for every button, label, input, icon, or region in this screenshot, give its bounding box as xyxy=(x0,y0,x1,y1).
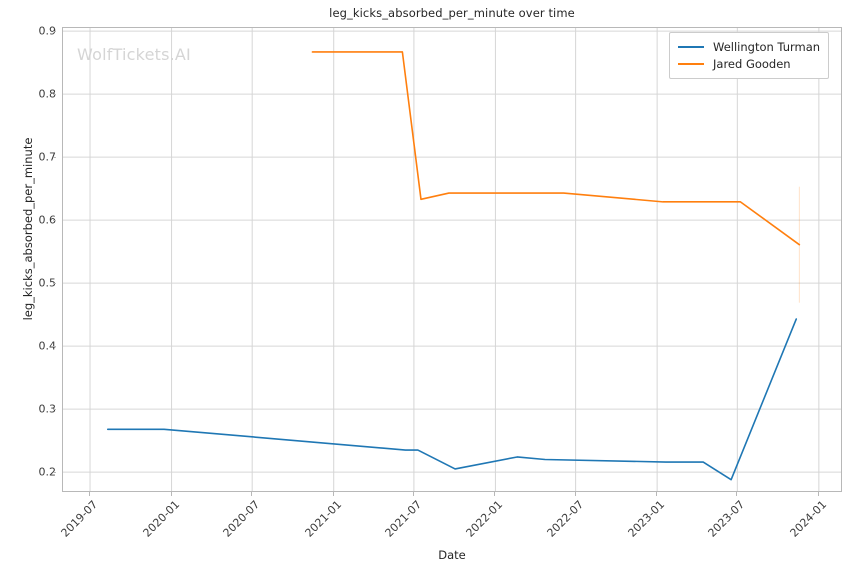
y-tick-mark-2 xyxy=(52,346,56,348)
x-tick-label-6: 2022-07 xyxy=(544,498,586,540)
y-tick-mark-6 xyxy=(52,94,56,96)
y-axis-tick-labels: 0.2 0.3 0.4 0.5 0.6 0.7 0.8 0.9 xyxy=(0,24,57,492)
series-lines xyxy=(106,51,801,481)
legend-item-2[interactable]: Jared Gooden xyxy=(678,55,820,72)
x-tick-mark-4 xyxy=(412,492,414,496)
series-line-2 xyxy=(311,51,801,246)
chart-title: leg_kicks_absorbed_per_minute over time xyxy=(329,6,575,20)
x-tick-label-5: 2022-01 xyxy=(463,498,506,540)
x-tick-label-2: 2020-07 xyxy=(220,498,263,540)
legend-item-1[interactable]: Wellington Turman xyxy=(678,38,820,55)
x-tick-mark-3 xyxy=(332,492,334,496)
y-tick-label-5: 0.7 xyxy=(38,150,57,164)
y-tick-label-6: 0.8 xyxy=(38,87,57,101)
legend-swatch-2 xyxy=(678,62,704,65)
gridlines xyxy=(63,28,841,491)
y-axis-label: leg_kicks_absorbed_per_minute xyxy=(21,137,35,321)
plot-svg xyxy=(63,28,841,491)
y-tick-mark-1 xyxy=(52,409,56,411)
x-tick-label-0: 2019-07 xyxy=(58,498,101,540)
legend-swatch-1 xyxy=(678,45,704,48)
legend-label-1: Wellington Turman xyxy=(713,39,821,54)
y-tick-label-3: 0.5 xyxy=(38,276,57,290)
x-tick-mark-7 xyxy=(656,492,658,496)
x-tick-mark-0 xyxy=(89,492,91,496)
x-axis-tick-labels: 2019-07 2020-01 2020-07 2021-01 2021-07 2022-… xyxy=(58,492,842,552)
x-tick-label-4: 2021-07 xyxy=(382,498,425,540)
y-tick-label-2: 0.4 xyxy=(38,339,57,353)
y-tick-label-0: 0.2 xyxy=(38,465,57,479)
y-tick-mark-7 xyxy=(52,31,56,33)
y-tick-mark-5 xyxy=(52,157,56,159)
x-tick-mark-6 xyxy=(574,492,576,496)
x-tick-mark-5 xyxy=(494,492,496,496)
x-tick-label-3: 2021-01 xyxy=(302,498,344,540)
y-tick-label-1: 0.3 xyxy=(38,402,57,416)
x-tick-label-1: 2020-01 xyxy=(140,498,182,540)
x-tick-mark-2 xyxy=(251,492,253,496)
y-tick-mark-0 xyxy=(52,472,56,474)
x-tick-label-7: 2023-01 xyxy=(625,498,668,540)
x-tick-mark-8 xyxy=(736,492,738,496)
legend-label-2: Jared Gooden xyxy=(713,56,791,71)
y-tick-mark-4 xyxy=(52,220,56,222)
x-tick-label-8: 2023-07 xyxy=(705,498,748,540)
y-tick-mark-3 xyxy=(52,283,56,285)
y-tick-label-7: 0.9 xyxy=(38,24,57,38)
x-tick-label-9: 2024-01 xyxy=(787,498,830,540)
series-line-1 xyxy=(106,318,798,481)
x-tick-mark-1 xyxy=(170,492,172,496)
chart-legend[interactable]: Wellington Turman Jared Gooden xyxy=(669,32,830,79)
plot-area: WolfTickets.AI xyxy=(62,27,842,492)
x-axis-label: Date xyxy=(438,548,466,562)
x-tick-mark-9 xyxy=(817,492,819,496)
y-tick-label-4: 0.6 xyxy=(38,213,57,227)
